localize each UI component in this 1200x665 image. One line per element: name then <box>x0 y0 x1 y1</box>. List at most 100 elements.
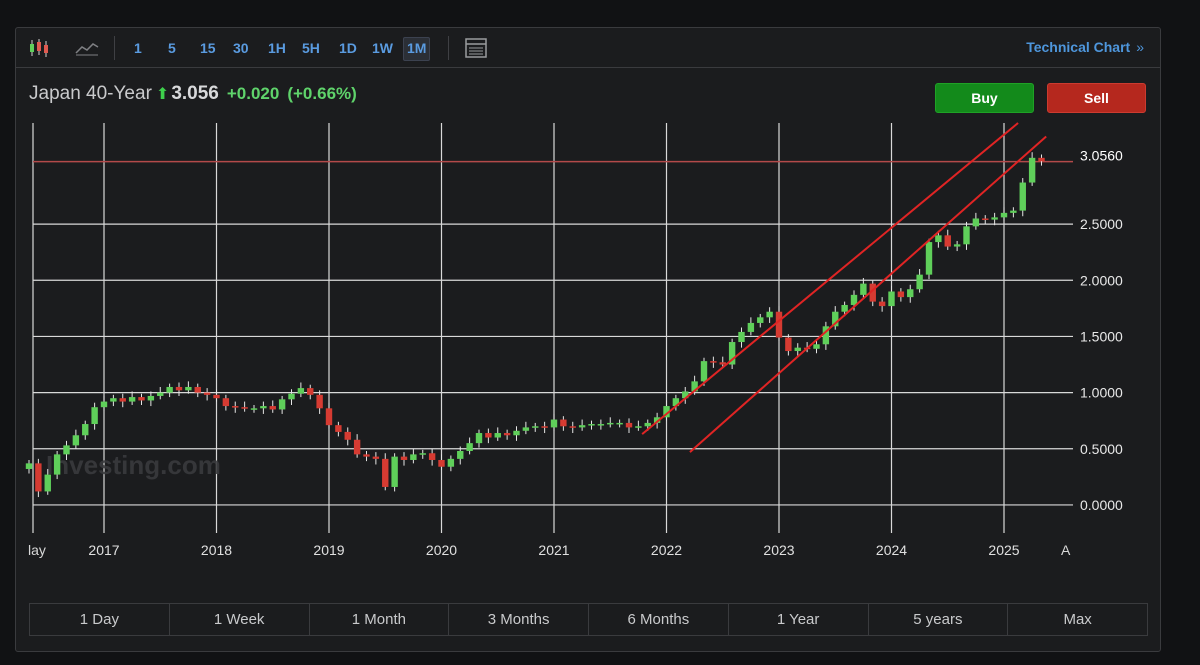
candle-body[interactable] <box>372 456 380 459</box>
candle-body[interactable] <box>119 398 126 402</box>
candle-body[interactable] <box>269 406 276 410</box>
timeframe-5[interactable]: 5 <box>168 40 176 56</box>
candle-body[interactable] <box>391 456 398 487</box>
candle-body[interactable] <box>644 422 651 427</box>
period-1-year[interactable]: 1 Year <box>729 604 869 635</box>
candle-body[interactable] <box>250 408 258 410</box>
candle-body[interactable] <box>466 443 473 451</box>
period-1-week[interactable]: 1 Week <box>170 604 310 635</box>
candle-body[interactable] <box>72 435 80 446</box>
candle-body[interactable] <box>794 347 801 352</box>
period-6-months[interactable]: 6 Months <box>589 604 729 635</box>
candle-body[interactable] <box>860 283 867 295</box>
timeframe-5h[interactable]: 5H <box>302 40 320 56</box>
candle-body[interactable] <box>963 226 970 245</box>
candle-body[interactable] <box>363 454 370 457</box>
timeframe-1h[interactable]: 1H <box>268 40 286 56</box>
candle-body[interactable] <box>1019 182 1026 211</box>
candle-body[interactable] <box>728 342 736 365</box>
candle-body[interactable] <box>616 422 623 425</box>
candle-body[interactable] <box>278 399 286 410</box>
candle-body[interactable] <box>719 362 726 365</box>
candle-body[interactable] <box>991 217 998 220</box>
candle-body[interactable] <box>485 433 492 438</box>
sell-button[interactable]: Sell <box>1047 83 1146 113</box>
candle-body[interactable] <box>222 398 230 407</box>
candle-body[interactable] <box>241 407 248 409</box>
candle-body[interactable] <box>260 406 267 409</box>
candle-body[interactable] <box>400 456 408 460</box>
candle-body[interactable] <box>316 394 323 409</box>
candle-body[interactable] <box>185 386 192 391</box>
candle-body[interactable] <box>410 454 417 460</box>
candle-body[interactable] <box>541 426 548 428</box>
candle-body[interactable] <box>888 291 895 307</box>
candle-body[interactable] <box>700 361 708 382</box>
candlestick-chart[interactable]: Investing.com 0.0000 0.5000 1.0000 1.5000 2.0… <box>16 28 1162 578</box>
candle-body[interactable] <box>578 425 586 428</box>
candle-body[interactable] <box>982 218 989 220</box>
candle-body[interactable] <box>972 218 980 227</box>
candle-body[interactable] <box>710 361 717 363</box>
candle-body[interactable] <box>194 386 201 393</box>
candle-body[interactable] <box>35 463 42 492</box>
candle-body[interactable] <box>907 289 914 298</box>
candle-body[interactable] <box>44 474 51 492</box>
period-1-month[interactable]: 1 Month <box>310 604 450 635</box>
candle-body[interactable] <box>157 392 164 396</box>
candle-body[interactable] <box>944 235 951 247</box>
candle-body[interactable] <box>166 386 173 393</box>
candle-body[interactable] <box>916 274 923 290</box>
candle-body[interactable] <box>494 433 501 438</box>
line-chart-icon[interactable] <box>75 36 99 60</box>
candle-body[interactable] <box>203 392 211 395</box>
candle-body[interactable] <box>25 463 33 469</box>
candle-body[interactable] <box>100 401 108 408</box>
candle-body[interactable] <box>382 458 389 487</box>
candle-body[interactable] <box>832 311 839 327</box>
candle-body[interactable] <box>757 317 764 323</box>
candle-body[interactable] <box>691 381 698 392</box>
period-3-months[interactable]: 3 Months <box>449 604 589 635</box>
timeframe-30[interactable]: 30 <box>233 40 249 56</box>
candle-body[interactable] <box>635 426 642 428</box>
candle-body[interactable] <box>128 397 136 402</box>
candle-body[interactable] <box>53 454 61 475</box>
candle-body[interactable] <box>213 394 220 399</box>
candle-body[interactable] <box>869 283 876 302</box>
candle-body[interactable] <box>457 451 464 459</box>
candle-body[interactable] <box>353 439 361 455</box>
table-view-icon[interactable] <box>464 36 488 60</box>
candle-body[interactable] <box>607 422 614 425</box>
candle-body[interactable] <box>560 419 567 427</box>
timeframe-15[interactable]: 15 <box>200 40 216 56</box>
candle-body[interactable] <box>785 337 792 352</box>
candle-body[interactable] <box>82 424 89 436</box>
candle-body[interactable] <box>335 425 342 432</box>
candle-body[interactable] <box>91 407 98 425</box>
candle-body[interactable] <box>307 388 314 395</box>
candle-body[interactable] <box>813 344 820 349</box>
candle-body[interactable] <box>344 431 351 440</box>
candle-body[interactable] <box>775 311 783 338</box>
candle-body[interactable] <box>597 424 605 426</box>
candle-body[interactable] <box>288 393 295 400</box>
candle-body[interactable] <box>447 458 455 467</box>
candle-body[interactable] <box>569 426 576 428</box>
candle-body[interactable] <box>419 453 426 455</box>
buy-button[interactable]: Buy <box>935 83 1034 113</box>
candle-body[interactable] <box>110 398 117 402</box>
candlestick-icon[interactable] <box>27 36 51 60</box>
candle-body[interactable] <box>747 322 755 332</box>
candle-body[interactable] <box>653 417 661 423</box>
candle-body[interactable] <box>550 419 558 428</box>
candle-body[interactable] <box>766 311 773 318</box>
candle-body[interactable] <box>232 406 239 408</box>
candle-body[interactable] <box>878 301 886 307</box>
candle-body[interactable] <box>428 453 436 460</box>
candle-body[interactable] <box>438 459 445 467</box>
candle-body[interactable] <box>138 397 145 401</box>
candle-body[interactable] <box>925 242 933 275</box>
period-5-years[interactable]: 5 years <box>869 604 1009 635</box>
timeframe-1w[interactable]: 1W <box>372 40 393 56</box>
